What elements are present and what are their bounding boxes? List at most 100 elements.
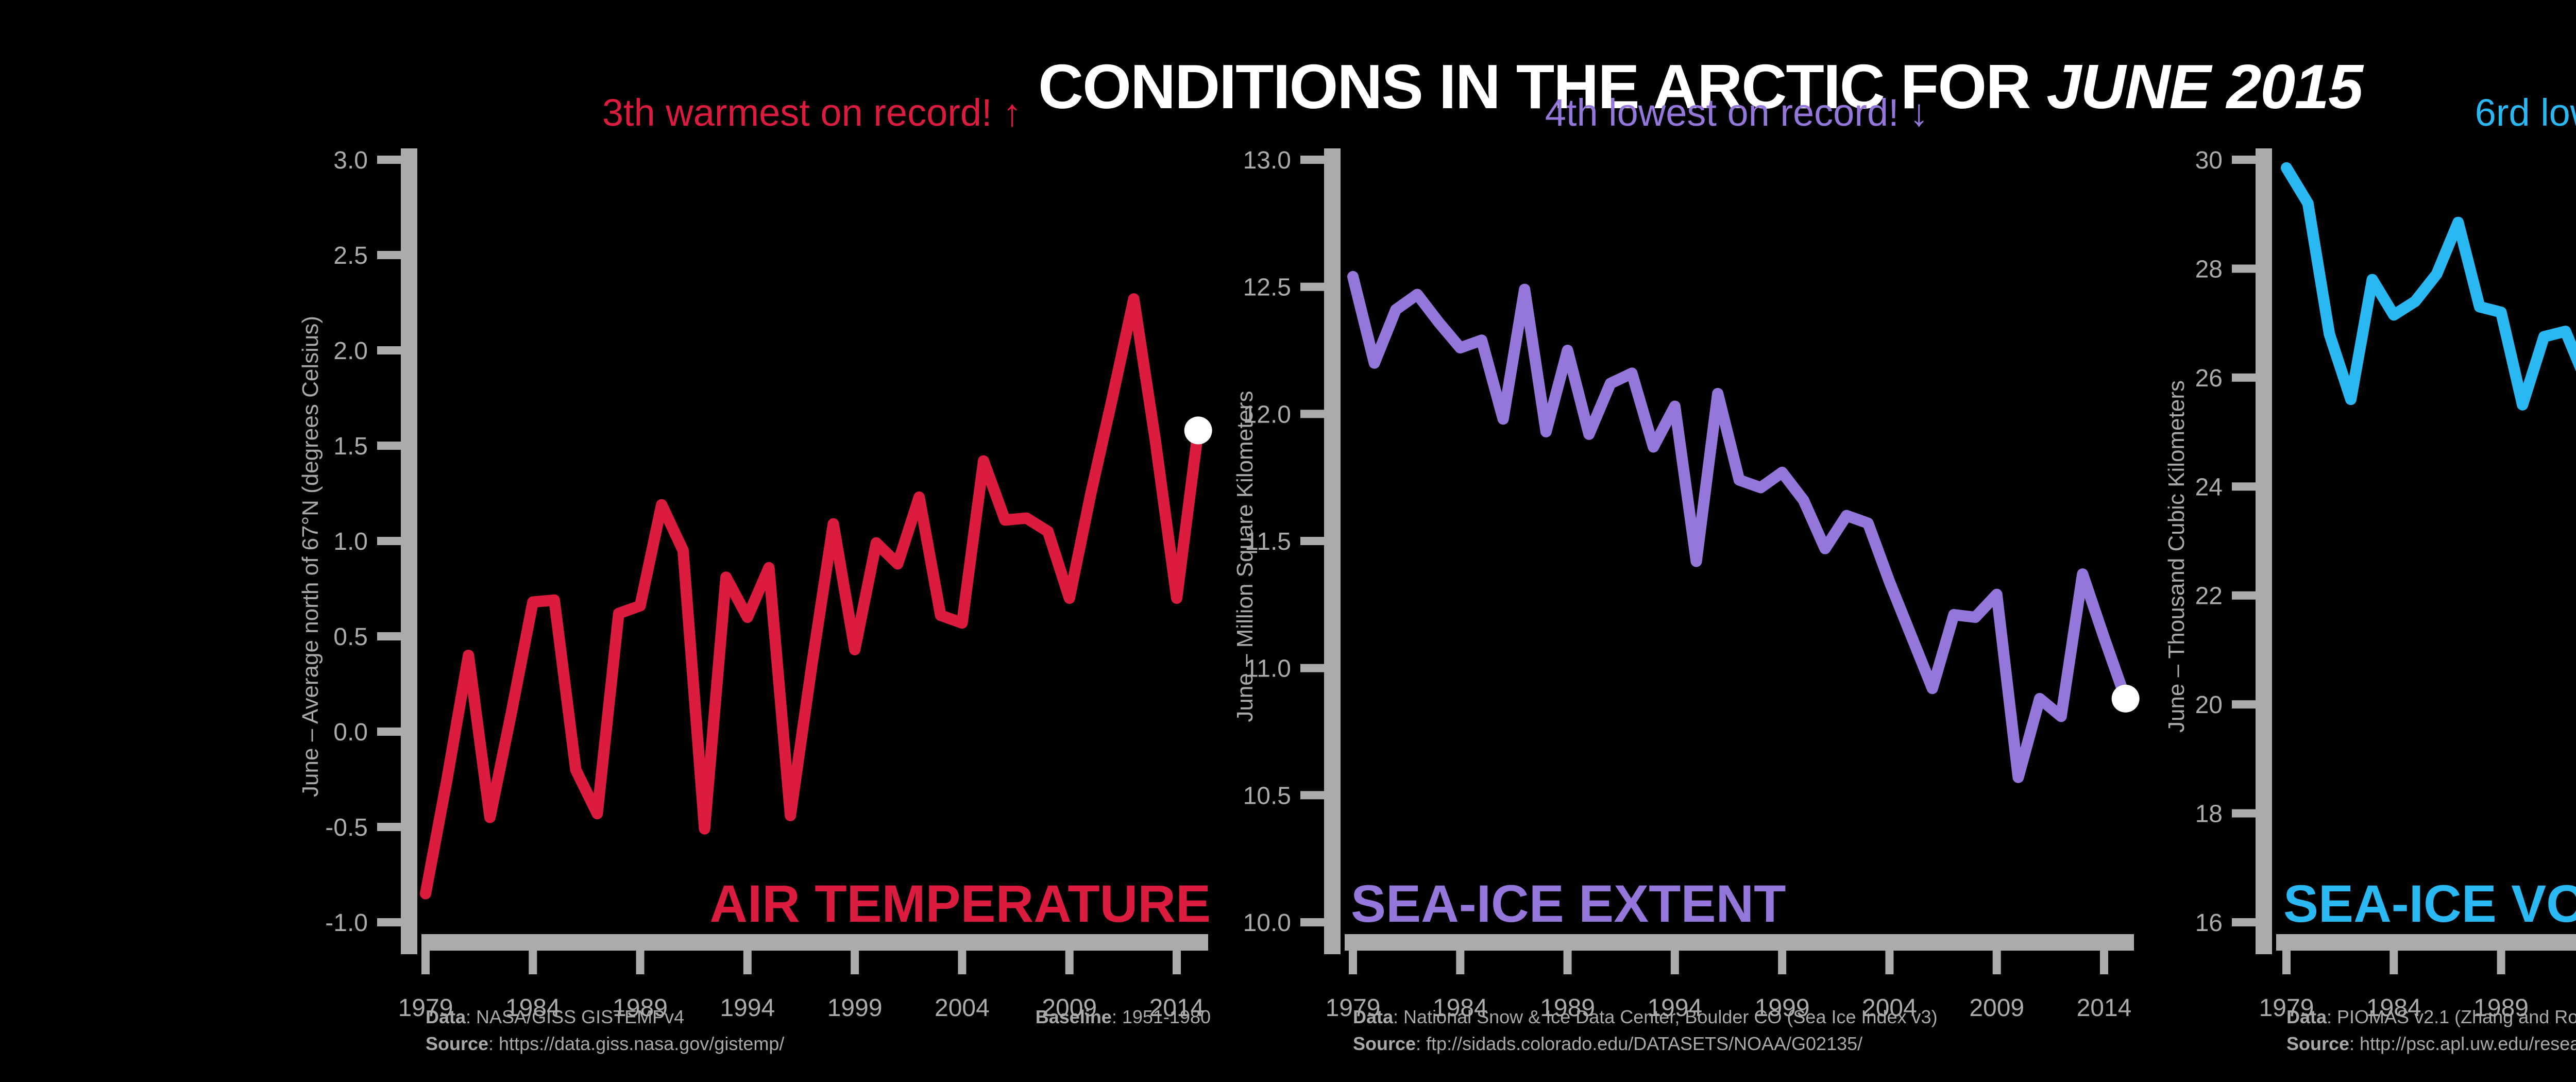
y-tick xyxy=(377,156,401,164)
x-tick xyxy=(2389,951,2398,974)
y-tick-label: 26 xyxy=(2195,365,2223,392)
y-tick-label: 0.0 xyxy=(333,719,368,746)
y-tick-label: 22 xyxy=(2195,583,2223,610)
y-tick xyxy=(2232,809,2256,818)
x-tick xyxy=(1349,951,1357,974)
sea-ice-volume-footer: Data: PIOMAS v2.1 (Zhang and Rothrock, 2… xyxy=(2286,1004,2576,1057)
footer-source-value: : http://psc.apl.uw.edu/research/project… xyxy=(2349,1033,2576,1054)
x-axis-spine xyxy=(421,934,1208,951)
data-line-1 xyxy=(1347,270,2131,783)
y-tick-label: -1.0 xyxy=(325,909,368,937)
y-tick xyxy=(2232,482,2256,491)
sea-ice-volume-label: SEA-ICE VOLUME xyxy=(2283,874,2576,933)
y-tick xyxy=(2232,700,2256,709)
y-tick-label: 1.5 xyxy=(333,433,368,460)
x-tick-label: 2004 xyxy=(935,994,990,1022)
y-tick-label: 2.0 xyxy=(333,337,368,365)
x-tick-label: 1984 xyxy=(505,994,561,1022)
y-tick xyxy=(2232,373,2256,382)
y-tick xyxy=(2232,591,2256,600)
footer-source-line: Source: ftp://sidads.colorado.edu/DATASE… xyxy=(1353,1030,2280,1057)
air-temperature-subtitle: 3th warmest on record! ↑ xyxy=(602,91,1022,134)
x-tick xyxy=(958,951,967,974)
y-tick xyxy=(1300,410,1324,418)
y-tick-label: 28 xyxy=(2195,256,2223,283)
air-temperature-footer: Data: NASA/GISS GISTEMPv4 Baseline: 1951-… xyxy=(426,1004,1211,1057)
footer-baseline: Baseline: 1951-1980 xyxy=(1036,1004,1211,1030)
y-tick-label: 11.5 xyxy=(1245,528,1291,555)
footer-data-line: Data: NASA/GISS GISTEMPv4 Baseline: 1951-… xyxy=(426,1004,1211,1030)
x-tick-label: 1979 xyxy=(398,994,453,1022)
air-temperature-label: AIR TEMPERATURE xyxy=(709,874,1211,933)
y-tick-label: 13.0 xyxy=(1243,147,1291,174)
y-tick xyxy=(377,632,401,640)
y-tick xyxy=(377,251,401,259)
x-tick xyxy=(2282,951,2291,974)
y-tick xyxy=(1300,664,1324,672)
data-line-2 xyxy=(2281,162,2576,411)
y-tick xyxy=(1300,918,1324,926)
x-tick xyxy=(1885,951,1894,974)
x-tick xyxy=(1563,951,1572,974)
x-tick-label: 1989 xyxy=(2473,994,2529,1022)
y-tick-label: 30 xyxy=(2195,147,2223,174)
y-tick-label: 12.0 xyxy=(1243,401,1291,428)
x-tick xyxy=(1065,951,1074,974)
x-axis-spine xyxy=(2276,934,2576,951)
sea-ice-volume-y-axis-label: June – Thousand Cubic Kilometers xyxy=(2164,380,2189,733)
sea-ice-volume-subtitle: 6rd lowest on record! ↓ xyxy=(2475,91,2576,134)
footer-source-line: Source: https://data.giss.nasa.gov/giste… xyxy=(426,1030,1211,1057)
y-tick-label: 1.0 xyxy=(333,528,368,555)
y-tick-label: 16 xyxy=(2195,909,2223,937)
x-tick-label: 1984 xyxy=(1433,994,1488,1022)
footer-baseline-value: : 1951-1980 xyxy=(1111,1006,1211,1027)
x-tick xyxy=(1992,951,2001,974)
y-tick xyxy=(2232,918,2256,926)
y-tick xyxy=(377,823,401,831)
footer-data-label: Data xyxy=(2286,1006,2327,1027)
x-tick-label: 2014 xyxy=(1149,994,1205,1022)
y-axis-spine xyxy=(1324,148,1341,954)
y-tick-label: 10.5 xyxy=(1243,782,1291,809)
y-tick-label: 2.5 xyxy=(333,242,368,269)
y-tick xyxy=(377,537,401,545)
footer-baseline-label: Baseline xyxy=(1035,1006,1112,1027)
y-tick-label: 20 xyxy=(2195,691,2223,719)
y-tick-label: 3.0 xyxy=(333,147,368,174)
x-tick-label: 2014 xyxy=(2077,994,2132,1022)
footer-source-label: Source xyxy=(426,1033,489,1054)
x-tick-label: 1979 xyxy=(1326,994,1381,1022)
x-tick xyxy=(1778,951,1787,974)
y-tick xyxy=(2232,264,2256,273)
x-tick-label: 1989 xyxy=(613,994,668,1022)
x-tick-label: 1994 xyxy=(720,994,775,1022)
y-tick-label: 10.0 xyxy=(1243,909,1291,937)
x-tick-label: 1984 xyxy=(2366,994,2421,1022)
y-tick-label: -0.5 xyxy=(325,814,368,841)
y-tick-label: 18 xyxy=(2195,801,2223,828)
footer-source-label: Source xyxy=(2286,1033,2350,1054)
x-tick-label: 2004 xyxy=(1862,994,1917,1022)
y-tick-label: 24 xyxy=(2195,474,2223,501)
x-tick xyxy=(529,951,537,974)
x-tick xyxy=(636,951,645,974)
footer-data-value: : NASA/GISS GISTEMPv4 xyxy=(466,1006,685,1027)
x-tick-label: 1979 xyxy=(2259,994,2314,1022)
x-tick xyxy=(1456,951,1465,974)
x-tick xyxy=(743,951,752,974)
y-tick xyxy=(377,728,401,736)
footer-data-label: Data xyxy=(1353,1006,1394,1027)
footer-data-line: Data: PIOMAS v2.1 (Zhang and Rothrock, 2… xyxy=(2286,1004,2576,1030)
footer-source-value: : ftp://sidads.colorado.edu/DATASETS/NOA… xyxy=(1416,1033,1863,1054)
x-tick-label: 1999 xyxy=(827,994,883,1022)
y-tick xyxy=(1300,156,1324,164)
page-title: CONDITIONS IN THE ARCTIC FOR JUNE 2015 xyxy=(0,50,2576,123)
page-title-emphasis: JUNE 2015 xyxy=(2046,51,2363,122)
page-title-main: CONDITIONS IN THE ARCTIC FOR xyxy=(1038,51,2047,122)
footer-data-value: : PIOMAS v2.1 (Zhang and Rothrock, 2003;… xyxy=(2327,1006,2576,1027)
x-tick-label: 1999 xyxy=(1755,994,1810,1022)
y-tick xyxy=(377,442,401,450)
latest-point-marker xyxy=(2111,684,2140,713)
x-tick xyxy=(421,951,430,974)
